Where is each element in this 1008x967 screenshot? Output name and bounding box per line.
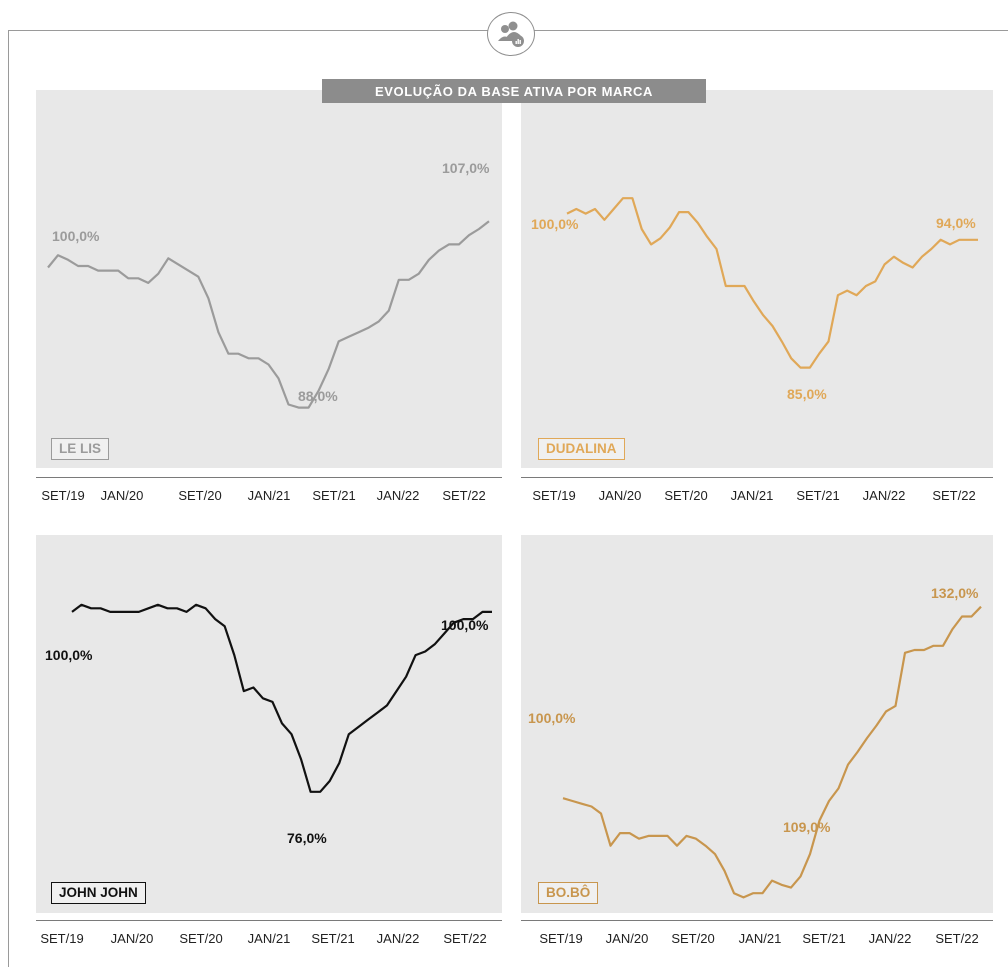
x-tick-label: JAN/21	[730, 488, 774, 503]
x-tick-label: SET/21	[312, 488, 356, 503]
users-chart-icon	[487, 12, 535, 56]
panel-dudalina: 100,0% 85,0% 94,0% DUDALINA	[521, 90, 993, 468]
x-axis-dudalina: SET/19 JAN/20 SET/20 JAN/21 SET/21 JAN/22 SET/…	[521, 488, 993, 508]
x-tick-label: JAN/21	[247, 931, 291, 946]
x-tick-label: JAN/20	[110, 931, 154, 946]
brand-label-bobo: BO.BÔ	[538, 882, 599, 904]
brand-label-john-john: JOHN JOHN	[51, 882, 146, 904]
x-tick-label: SET/20	[178, 488, 222, 503]
data-label-min: 85,0%	[787, 386, 827, 402]
data-label-start: 100,0%	[45, 647, 93, 663]
data-label-min: 88,0%	[298, 388, 338, 404]
data-label-start: 100,0%	[52, 228, 100, 244]
x-tick-label: SET/21	[802, 931, 846, 946]
x-tick-label: SET/21	[796, 488, 840, 503]
x-tick-label: JAN/21	[247, 488, 291, 503]
brand-label-le-lis: LE LIS	[51, 438, 110, 460]
baseline-john-john	[36, 920, 502, 921]
x-tick-label: SET/22	[442, 488, 486, 503]
x-axis-john-john: SET/19 JAN/20 SET/20 JAN/21 SET/21 JAN/22 SET/…	[36, 931, 502, 951]
x-tick-label: SET/22	[932, 488, 976, 503]
data-label-end: 107,0%	[442, 160, 490, 176]
x-tick-label: SET/19	[40, 931, 84, 946]
baseline-dudalina	[521, 477, 993, 478]
x-tick-label: JAN/20	[100, 488, 144, 503]
data-label-end: 94,0%	[936, 215, 976, 231]
x-tick-label: SET/22	[935, 931, 979, 946]
x-tick-label: SET/20	[664, 488, 708, 503]
x-tick-label: SET/19	[539, 931, 583, 946]
series-line	[566, 197, 978, 369]
x-tick-label: SET/19	[532, 488, 576, 503]
x-axis-le-lis: SET/19 JAN/20 SET/20 JAN/21 SET/21 JAN/22 SET/…	[36, 488, 502, 508]
x-axis-bobo: SET/19 JAN/20 SET/20 JAN/21 SET/21 JAN/22 SET/…	[521, 931, 993, 951]
data-label-end: 132,0%	[931, 585, 979, 601]
series-line	[47, 220, 490, 409]
x-tick-label: JAN/22	[862, 488, 906, 503]
x-tick-label: SET/21	[311, 931, 355, 946]
baseline-le-lis	[36, 477, 502, 478]
panel-le-lis: 100,0% 88,0% 107,0% LE LIS	[36, 90, 502, 468]
chart-title: EVOLUÇÃO DA BASE ATIVA POR MARCA	[322, 79, 706, 103]
x-tick-label: SET/20	[179, 931, 223, 946]
data-label-start: 100,0%	[528, 710, 576, 726]
x-tick-label: SET/20	[671, 931, 715, 946]
x-tick-label: JAN/22	[376, 488, 420, 503]
x-tick-label: JAN/20	[605, 931, 649, 946]
x-tick-label: JAN/22	[376, 931, 420, 946]
series-line	[562, 605, 982, 899]
panel-john-john: 100,0% 76,0% 100,0% JOHN JOHN	[36, 535, 502, 913]
dudalina-line-chart: 100,0% 85,0% 94,0%	[531, 197, 978, 402]
x-tick-label: JAN/21	[738, 931, 782, 946]
baseline-bobo	[521, 920, 993, 921]
data-label-start: 100,0%	[531, 216, 579, 232]
x-tick-label: SET/19	[41, 488, 85, 503]
left-rule	[8, 30, 9, 967]
series-line	[71, 603, 492, 793]
data-label-min: 76,0%	[287, 830, 327, 846]
le-lis-line-chart: 100,0% 88,0% 107,0%	[47, 160, 490, 409]
x-tick-label: SET/22	[443, 931, 487, 946]
data-label-end: 100,0%	[441, 617, 489, 633]
panel-bobo: 100,0% 109,0% 132,0% BO.BÔ	[521, 535, 993, 913]
x-tick-label: JAN/22	[868, 931, 912, 946]
data-label-min: 109,0%	[783, 819, 831, 835]
bobo-line-chart: 100,0% 109,0% 132,0%	[528, 585, 982, 899]
brand-label-dudalina: DUDALINA	[538, 438, 625, 460]
john-john-line-chart: 100,0% 76,0% 100,0%	[45, 603, 492, 846]
x-tick-label: JAN/20	[598, 488, 642, 503]
